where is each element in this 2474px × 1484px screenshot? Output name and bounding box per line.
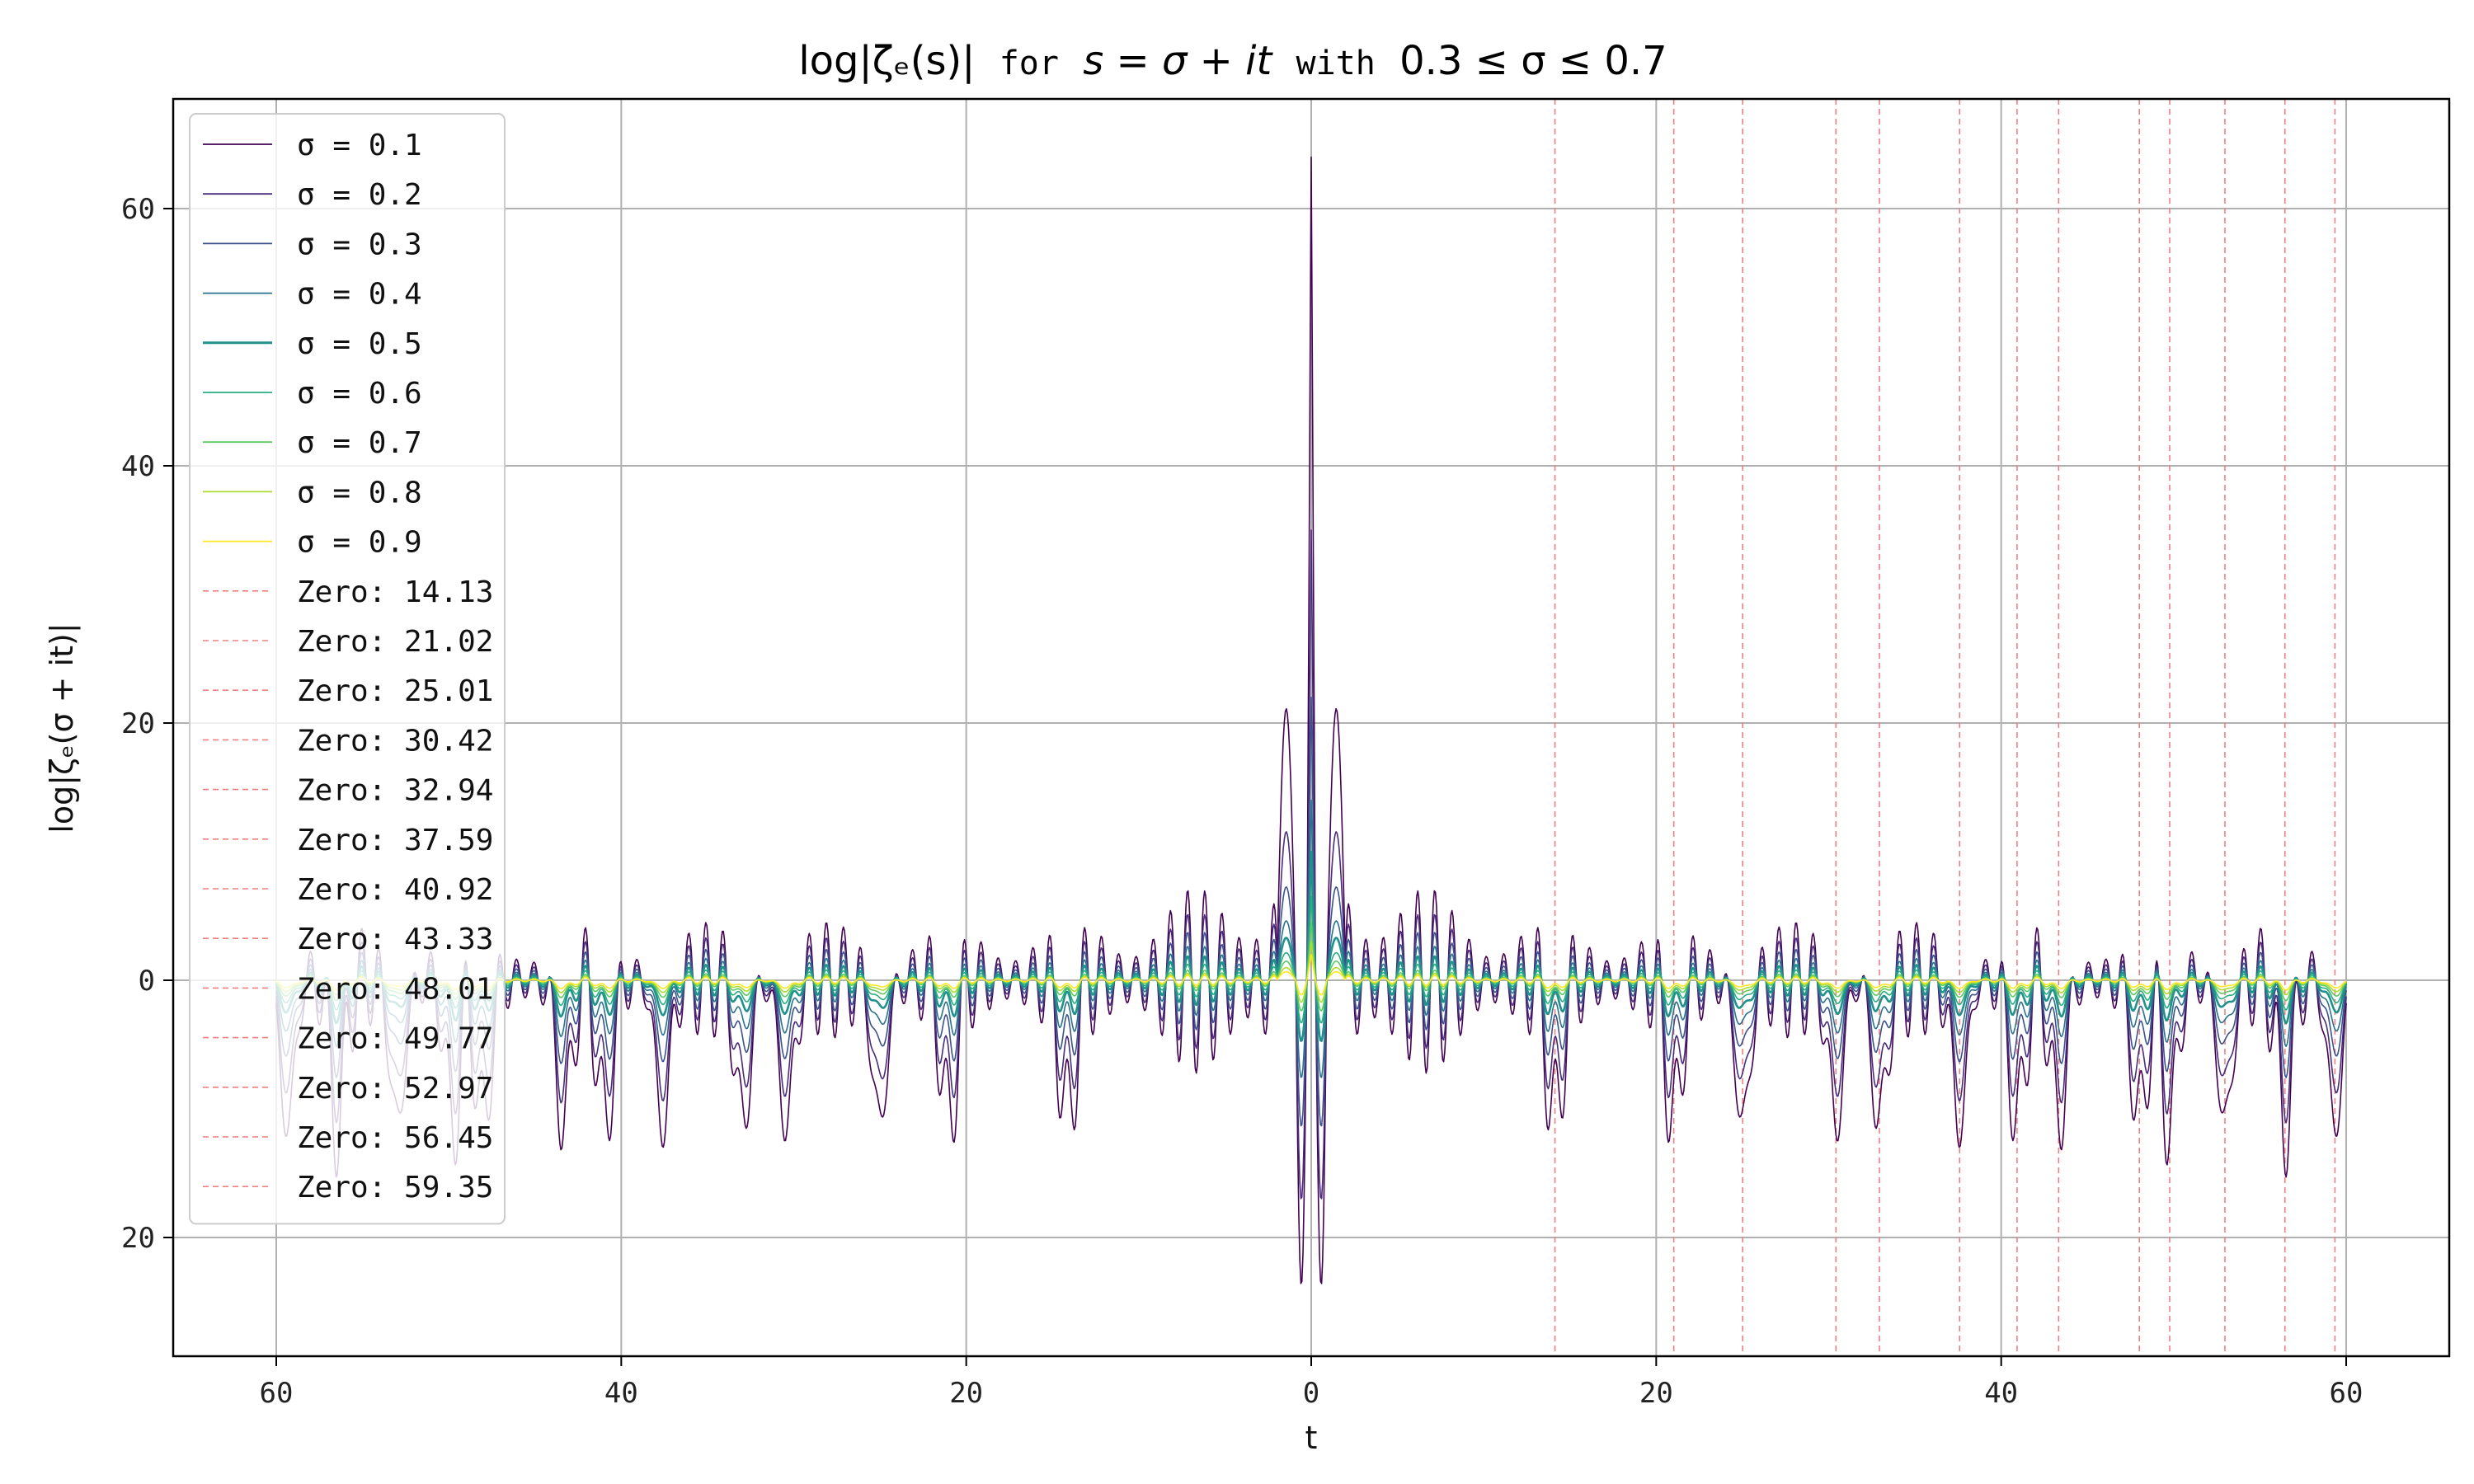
series-line [275, 696, 2347, 1127]
zero-lines [1554, 99, 2336, 1356]
title-s: s = σ + it [1083, 38, 1273, 84]
y-tick-label: 40 [121, 450, 155, 483]
legend-label: σ = 0.1 [297, 129, 422, 162]
x-tick-label: 60 [2330, 1377, 2363, 1410]
legend-label: Zero: 48.01 [297, 972, 493, 1006]
y-tick-label: 20 [121, 707, 155, 740]
legend-label: Zero: 43.33 [297, 923, 493, 956]
legend-label: Zero: 32.94 [297, 774, 493, 808]
x-tick-label: 40 [1984, 1377, 2018, 1410]
series-line [275, 954, 2347, 996]
legend-label: σ = 0.4 [297, 278, 422, 312]
legend-label: Zero: 49.77 [297, 1022, 493, 1056]
legend-label: Zero: 30.42 [297, 724, 493, 758]
series-line [275, 895, 2347, 1024]
legend-label: σ = 0.9 [297, 526, 422, 560]
ticks: 60 40 20 0 20 40 60 20 0 20 40 60 [121, 193, 2363, 1410]
x-axis-label: t [1305, 1420, 1318, 1456]
x-tick-label: 0 [1303, 1377, 1319, 1410]
x-tick-label: 20 [1639, 1377, 1673, 1410]
series-line [275, 799, 2347, 1078]
legend-label: σ = 0.8 [297, 476, 422, 510]
legend-label: Zero: 37.59 [297, 824, 493, 857]
series-line [275, 529, 2347, 1200]
x-tick-label: 60 [260, 1377, 294, 1410]
x-tick-label: 20 [949, 1377, 983, 1410]
title-lead: log|ζₑ(s)| [798, 38, 975, 84]
legend-label: Zero: 56.45 [297, 1121, 493, 1155]
legend-label: Zero: 25.01 [297, 674, 493, 708]
series-line [275, 850, 2348, 1042]
title-with: with [1296, 45, 1376, 82]
legend-label: σ = 0.3 [297, 228, 422, 261]
legend-label: Zero: 21.02 [297, 625, 493, 659]
legend-box [189, 113, 506, 1225]
legend-label: σ = 0.2 [297, 178, 422, 212]
y-axis-label: log|ζₑ(σ + it)| [44, 622, 81, 833]
legend-label: Zero: 40.92 [297, 873, 493, 907]
chart-title: log|ζₑ(s)| for s = σ + it with 0.3 ≤ σ ≤… [798, 38, 1667, 84]
y-tick-label: 0 [139, 965, 155, 998]
legend-label: Zero: 52.97 [297, 1072, 493, 1106]
x-tick-label: 40 [604, 1377, 638, 1410]
series-line [275, 156, 2347, 1284]
legend-label: σ = 0.5 [297, 327, 422, 361]
legend-label: σ = 0.7 [297, 426, 422, 460]
legend-label: Zero: 59.35 [297, 1171, 493, 1205]
legend-label: Zero: 14.13 [297, 575, 493, 609]
legend: σ = 0.1 σ = 0.2 σ = 0.3 σ = 0.4 σ = 0.5 σ = 0… [189, 113, 506, 1225]
title-for: for [999, 45, 1059, 82]
series-lines [275, 156, 2348, 1284]
title-range: 0.3 ≤ σ ≤ 0.7 [1399, 38, 1667, 84]
y-tick-label: 60 [121, 193, 155, 226]
y-tick-label: 20 [121, 1222, 155, 1255]
legend-label: σ = 0.6 [297, 377, 422, 411]
